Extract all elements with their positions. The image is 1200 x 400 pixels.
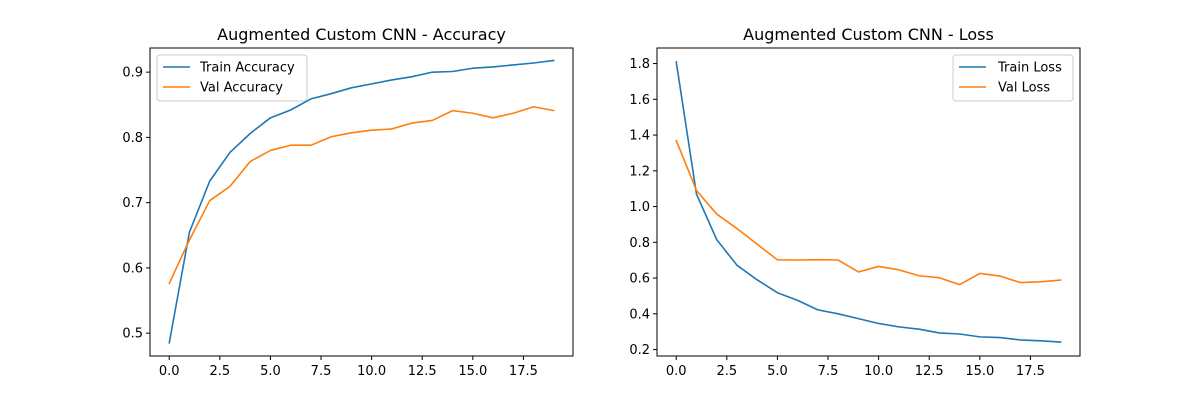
series-line-train-accuracy (168, 59, 555, 344)
series-line-val-loss (675, 139, 1062, 286)
loss-y-tick-label: 1.4 (629, 129, 650, 144)
accuracy-x-tick-label: 2.5 (209, 364, 230, 379)
loss-y-tick-label: 0.4 (629, 307, 650, 322)
series-line-train-loss (675, 60, 1062, 343)
loss-chart-title: Augmented Custom CNN - Loss (743, 25, 994, 44)
loss-y-tick-label: 1.6 (629, 93, 650, 108)
accuracy-x-tick-label: 10.0 (357, 364, 386, 379)
loss-chart-legend: Train Loss Val Loss (952, 54, 1074, 102)
loss-x-tick-label: 2.5 (716, 364, 737, 379)
accuracy-legend-frame (156, 54, 308, 102)
series-line-val-accuracy (168, 105, 555, 285)
loss-y-tick-label: 0.8 (629, 236, 650, 251)
loss-y-tick-label: 1.8 (629, 57, 650, 72)
accuracy-x-tick-label: 7.5 (311, 364, 332, 379)
accuracy-y-tick-label: 0.8 (122, 131, 143, 146)
loss-y-tick-label: 0.2 (629, 343, 650, 358)
accuracy-x-tick-label: 15.0 (458, 364, 487, 379)
accuracy-x-tick-label: 5.0 (260, 364, 281, 379)
legend-label-val-accuracy: Val Accuracy (200, 81, 283, 96)
accuracy-x-tick-label: 0.0 (159, 364, 180, 379)
loss-x-tick-label: 17.5 (1016, 364, 1045, 379)
legend-label-train-loss: Train Loss (997, 61, 1062, 76)
loss-chart-lines (675, 60, 1062, 343)
loss-x-tick-label: 12.5 (915, 364, 944, 379)
loss-y-tick-label: 0.6 (629, 272, 650, 287)
loss-chart-ticks: 0.0 2.5 5.0 7.5 10.0 12.5 15.0 17.5 0.2 0.4 0.6 0.8… (629, 57, 1045, 379)
loss-x-tick-label: 7.5 (818, 364, 839, 379)
loss-x-tick-label: 10.0 (864, 364, 893, 379)
legend-label-train-accuracy: Train Accuracy (199, 61, 295, 76)
accuracy-chart-title: Augmented Custom CNN - Accuracy (217, 25, 506, 44)
loss-x-tick-label: 0.0 (666, 364, 687, 379)
accuracy-chart-ticks: 0.0 2.5 5.0 7.5 10.0 12.5 15.0 17.5 0.5 0.6 0.7 0.8… (122, 66, 538, 379)
accuracy-x-tick-label: 17.5 (509, 364, 538, 379)
accuracy-chart-legend: Train Accuracy Val Accuracy (156, 54, 308, 102)
loss-y-tick-label: 1.2 (629, 164, 650, 179)
loss-chart: Augmented Custom CNN - Loss 0.0 2.5 5.0 7.5… (629, 25, 1081, 379)
accuracy-chart-axes-frame (149, 47, 574, 357)
accuracy-x-tick-label: 12.5 (408, 364, 437, 379)
loss-chart-axes-frame (656, 47, 1081, 357)
loss-y-tick-label: 1.0 (629, 200, 650, 215)
accuracy-y-tick-label: 0.5 (122, 327, 143, 342)
loss-x-tick-label: 15.0 (965, 364, 994, 379)
accuracy-y-tick-label: 0.7 (122, 196, 143, 211)
accuracy-chart-lines (168, 59, 555, 344)
legend-label-val-loss: Val Loss (998, 81, 1050, 96)
accuracy-chart: Augmented Custom CNN - Accuracy 0.0 2.5 5.… (122, 25, 574, 379)
accuracy-y-tick-label: 0.9 (122, 66, 143, 81)
accuracy-y-tick-label: 0.6 (122, 261, 143, 276)
loss-x-tick-label: 5.0 (767, 364, 788, 379)
